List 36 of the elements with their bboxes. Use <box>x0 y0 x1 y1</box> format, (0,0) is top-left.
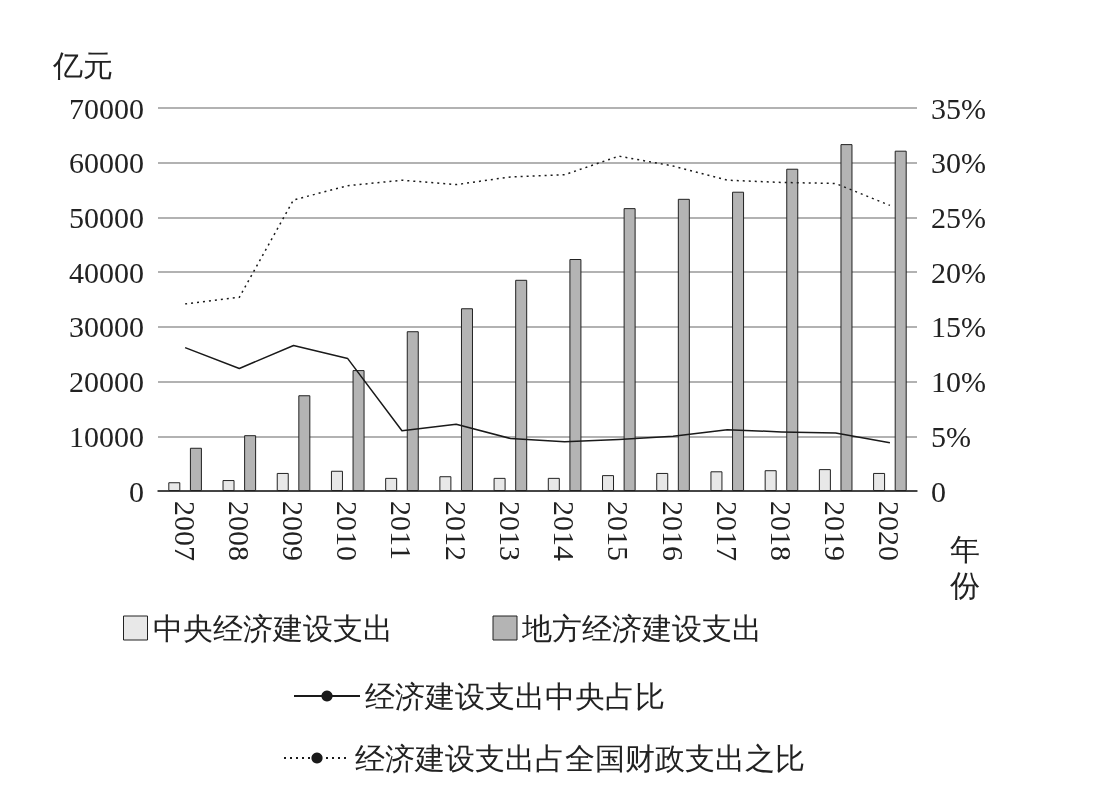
y-axis-title: 亿元 <box>52 48 113 82</box>
legend-label: 经济建设支出占全国财政支出之比 <box>355 741 805 775</box>
x-tick-label: 2007 <box>168 501 202 561</box>
y-tick-label: 40000 <box>69 255 144 289</box>
x-tick-label: 2016 <box>656 501 690 561</box>
x-tick-label: 2013 <box>493 501 527 561</box>
y2-tick-label: 25% <box>931 200 986 234</box>
y2-tick-label: 0 <box>931 474 946 508</box>
y2-tick-label: 15% <box>931 310 986 344</box>
x-tick-label: 2018 <box>764 501 798 561</box>
y-tick-label: 30000 <box>69 310 144 344</box>
y2-tick-label: 20% <box>931 255 986 289</box>
y-tick-label: 10000 <box>69 419 144 453</box>
x-tick-label: 2009 <box>277 501 311 561</box>
y-tick-label: 70000 <box>69 91 144 125</box>
x-tick-label: 2017 <box>710 501 744 561</box>
y2-tick-label: 35% <box>931 91 986 125</box>
y2-tick-label: 10% <box>931 365 986 399</box>
x-tick-label: 2014 <box>548 501 582 561</box>
y-tick-label: 0 <box>129 474 144 508</box>
x-tick-label: 2011 <box>385 501 419 560</box>
legend-label: 经济建设支出中央占比 <box>365 679 665 713</box>
y-tick-label: 50000 <box>69 200 144 234</box>
y-tick-label: 60000 <box>69 146 144 180</box>
x-tick-label: 2008 <box>222 501 256 561</box>
x-axis-title: 年份 <box>949 532 980 602</box>
x-tick-label: 2019 <box>819 501 853 561</box>
y2-tick-label: 5% <box>931 419 971 453</box>
legend-label: 地方经济建设支出 <box>521 611 762 645</box>
x-tick-label: 2015 <box>602 501 636 561</box>
x-tick-label: 2012 <box>439 501 473 561</box>
y-tick-label: 20000 <box>69 365 144 399</box>
x-tick-label: 2010 <box>331 501 365 561</box>
x-tick-label: 2020 <box>873 501 907 561</box>
y2-tick-label: 30% <box>931 146 986 180</box>
legend-label: 中央经济建设支出 <box>152 611 393 645</box>
